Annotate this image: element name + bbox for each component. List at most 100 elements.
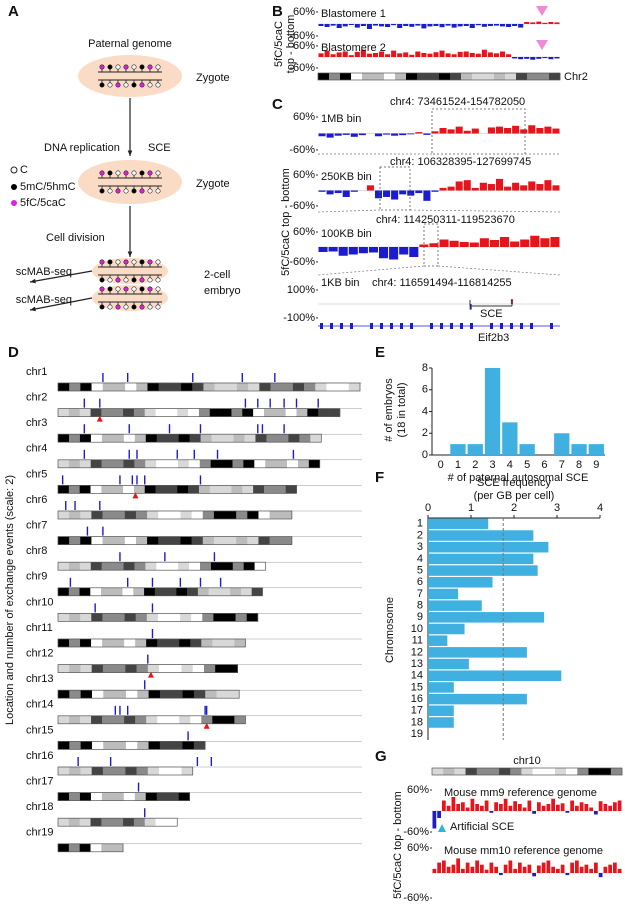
tick-label: -60% xyxy=(289,62,315,74)
ideogram-outline xyxy=(57,459,321,469)
ideogram-band xyxy=(201,715,213,724)
signal-bar xyxy=(318,247,328,252)
zoom-line xyxy=(317,209,381,213)
ideogram-band xyxy=(329,73,341,80)
signal-bar xyxy=(503,864,508,873)
signal-bar xyxy=(389,247,399,260)
signal-bar xyxy=(342,24,348,27)
ideogram-band xyxy=(191,536,204,545)
stage-label: embryo xyxy=(204,285,241,297)
ideogram-band xyxy=(135,639,147,647)
ideogram-band xyxy=(58,485,70,494)
signal-bar xyxy=(510,241,520,247)
signal-bar xyxy=(318,24,324,26)
ideogram-band xyxy=(213,511,226,519)
signal-bar xyxy=(415,51,421,57)
tick-label: 100% xyxy=(287,284,315,296)
y-tick-label: 17 xyxy=(411,705,423,717)
cpg xyxy=(115,286,121,292)
cpg xyxy=(155,259,161,265)
ideogram-band xyxy=(159,767,171,775)
signal-bar xyxy=(532,811,536,814)
ideogram-band xyxy=(111,587,123,596)
y-tick-label: 7 xyxy=(417,588,423,600)
signal-bar xyxy=(350,190,358,192)
signal-bar xyxy=(419,244,429,247)
ideogram-band xyxy=(167,562,179,571)
ideogram-band xyxy=(80,383,92,391)
ideogram-band xyxy=(225,511,237,519)
signal-bar xyxy=(556,804,560,811)
signal-bar xyxy=(589,868,593,873)
ideogram-band xyxy=(68,562,81,571)
ideogram-band xyxy=(189,562,201,571)
cpg xyxy=(147,304,153,310)
signal-bar xyxy=(512,125,520,134)
signal-bar xyxy=(374,190,383,199)
ideogram-band xyxy=(159,741,172,750)
axis-title: top - bottom xyxy=(285,15,297,74)
ideogram-band xyxy=(69,715,81,724)
ideogram-band xyxy=(220,485,232,494)
cpg xyxy=(131,259,137,265)
bar xyxy=(484,368,501,455)
ideogram-band xyxy=(166,408,178,417)
ideogram-band xyxy=(113,383,126,391)
ideogram-band xyxy=(248,383,260,391)
ideogram-band xyxy=(147,511,159,519)
chromosome-label: chr14 xyxy=(26,699,54,711)
cpg xyxy=(131,170,137,176)
ideogram-band xyxy=(68,792,81,801)
signal-bar xyxy=(550,237,560,247)
method-label: scMAB-seq xyxy=(16,294,72,306)
bar xyxy=(519,444,535,455)
tick-label: -60% xyxy=(289,30,315,42)
ideogram-band xyxy=(155,485,167,494)
cell xyxy=(92,258,168,284)
exon xyxy=(500,323,503,329)
y-tick-label: 14 xyxy=(411,670,423,682)
ideogram-band xyxy=(101,562,113,571)
signal-bar xyxy=(513,868,517,873)
signal-bar xyxy=(461,868,465,873)
cpg xyxy=(99,277,105,283)
signal-bar xyxy=(518,57,524,60)
ideogram-band xyxy=(101,434,114,443)
signal-bar xyxy=(541,805,546,811)
ideogram-band xyxy=(102,664,115,673)
ideogram-band xyxy=(101,792,114,801)
bar xyxy=(428,612,545,623)
ideogram-band xyxy=(69,741,81,750)
signal-bar xyxy=(360,24,366,26)
signal-bar xyxy=(518,862,522,873)
ideogram-band xyxy=(156,562,168,571)
ideogram-band xyxy=(227,690,240,699)
ideogram-band xyxy=(79,434,92,443)
cpg xyxy=(139,304,145,310)
ideogram-band xyxy=(133,818,146,827)
ideogram-band xyxy=(58,664,70,673)
signal-bar xyxy=(366,24,372,29)
legend-label: 5fC/5caC xyxy=(20,197,66,209)
signal-bar xyxy=(433,24,439,26)
signal-bar xyxy=(470,798,475,811)
signal-bar xyxy=(449,240,459,247)
cpg xyxy=(107,82,113,88)
ideogram-band xyxy=(58,690,70,699)
ideogram-band xyxy=(395,73,407,80)
signal-bar xyxy=(544,126,552,134)
panel-label: F xyxy=(375,469,384,486)
region-label: chr4: 73461524-154782050 xyxy=(390,96,525,108)
ideogram-band xyxy=(178,792,190,801)
ideogram-band xyxy=(258,536,270,545)
ideogram-band xyxy=(124,639,136,647)
signal-bar xyxy=(495,126,504,134)
cpg xyxy=(147,188,153,194)
ideogram-band xyxy=(308,459,321,468)
ideogram-band xyxy=(101,459,113,468)
signal-bar xyxy=(493,53,499,57)
signal-bar xyxy=(342,51,348,57)
signal-bar xyxy=(455,126,463,134)
ideogram-band xyxy=(158,536,170,545)
ideogram-band xyxy=(102,767,115,775)
